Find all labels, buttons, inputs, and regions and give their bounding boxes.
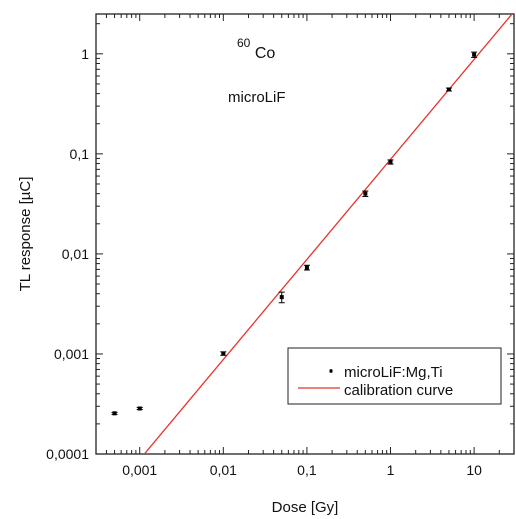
x-tick-label: 10 bbox=[466, 462, 482, 478]
data-point bbox=[387, 159, 394, 165]
point-marker bbox=[221, 351, 226, 356]
legend-entry-curve: calibration curve bbox=[344, 382, 453, 399]
x-tick-label: 0,01 bbox=[210, 462, 237, 478]
point-marker bbox=[137, 406, 142, 411]
data-point bbox=[278, 291, 285, 304]
point-marker bbox=[279, 295, 284, 300]
isotope-annotation: 60 Co bbox=[237, 34, 275, 62]
data-point bbox=[445, 87, 452, 92]
x-axis-ticks: 0,001 0,01 0,1 1 10 bbox=[95, 14, 515, 478]
point-marker bbox=[388, 159, 393, 164]
y-tick-label: 0,001 bbox=[54, 346, 89, 362]
data-point bbox=[111, 411, 118, 416]
point-marker bbox=[363, 191, 368, 196]
legend-box bbox=[287, 347, 502, 405]
calibration-curve-line bbox=[143, 14, 513, 454]
y-tick-label: 0,0001 bbox=[46, 446, 89, 462]
point-marker bbox=[472, 52, 477, 57]
x-tick-label: 0,1 bbox=[297, 462, 317, 478]
y-tick-label: 1 bbox=[81, 46, 89, 62]
legend: microLiF:Mg,Ti calibration curve bbox=[287, 347, 502, 405]
x-axis-label: Dose [Gy] bbox=[272, 499, 339, 516]
point-marker bbox=[446, 87, 451, 92]
legend-entry-points: microLiF:Mg,Ti bbox=[344, 364, 443, 381]
legend-marker-points bbox=[329, 369, 333, 373]
isotope-symbol: Co bbox=[255, 45, 276, 62]
material-annotation: microLiF bbox=[228, 89, 286, 106]
data-point bbox=[220, 351, 227, 356]
x-tick-label: 0,001 bbox=[122, 462, 157, 478]
data-points bbox=[111, 51, 478, 416]
isotope-mass-number: 60 bbox=[237, 36, 251, 50]
x-tick-label: 1 bbox=[387, 462, 395, 478]
y-axis-label: TL response [µC] bbox=[17, 177, 34, 292]
data-point bbox=[136, 406, 143, 411]
y-tick-label: 0,01 bbox=[62, 246, 89, 262]
y-axis-ticks: 0,0001 0,001 0,01 0,1 1 bbox=[46, 23, 514, 462]
point-marker bbox=[304, 265, 309, 270]
data-point bbox=[303, 264, 310, 271]
y-tick-label: 0,1 bbox=[70, 146, 90, 162]
point-marker bbox=[112, 411, 117, 416]
data-point bbox=[362, 190, 369, 197]
data-point bbox=[471, 51, 478, 58]
